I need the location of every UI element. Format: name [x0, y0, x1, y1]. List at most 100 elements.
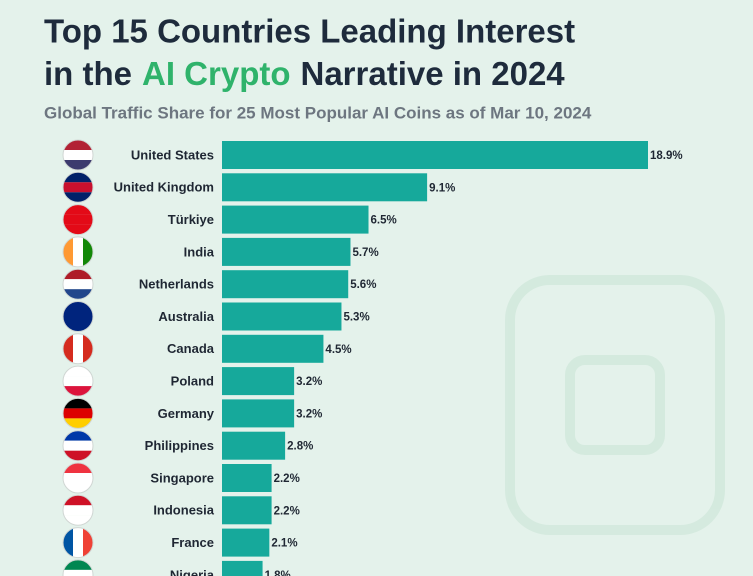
- flag-stripe: [73, 527, 83, 558]
- flag-stripe: [63, 214, 93, 225]
- flag-outline: [62, 397, 94, 429]
- flag-outline: [62, 559, 94, 576]
- flag-stripe: [63, 418, 93, 429]
- flag-stripe: [83, 527, 93, 558]
- bar: [222, 496, 272, 525]
- subtitle: Global Traffic Share for 25 Most Popular…: [44, 103, 592, 122]
- title-part: Narrative in 2024: [301, 55, 566, 92]
- title-part: in the: [44, 55, 132, 92]
- category-label: Poland: [171, 374, 214, 389]
- chart-title: Top 15 Countries Leading Interest: [44, 13, 575, 50]
- flag-outline: [62, 301, 94, 332]
- flag-outline: [62, 527, 94, 559]
- flag-stripe: [83, 236, 93, 267]
- category-label: Singapore: [150, 470, 214, 485]
- flag-stripe: [63, 160, 93, 170]
- flag-stripe: [63, 204, 93, 215]
- value-label: 18.9%: [650, 150, 683, 162]
- flag-outline: [62, 462, 94, 494]
- category-label: Türkiye: [168, 212, 214, 227]
- value-label: 5.6%: [350, 279, 376, 291]
- flag-stripe: [63, 289, 93, 300]
- bar: [222, 334, 324, 363]
- flag-stripe: [63, 269, 93, 280]
- flag-stripe: [63, 386, 93, 397]
- category-label: Canada: [167, 341, 215, 356]
- flag-stripe: [63, 301, 93, 312]
- flag-stripe: [63, 279, 93, 290]
- flag-stripe: [63, 333, 73, 364]
- category-label: France: [171, 535, 214, 550]
- value-label: 5.3%: [343, 312, 369, 324]
- value-label: 2.1%: [271, 538, 297, 550]
- bar: [222, 205, 369, 234]
- category-label: Netherlands: [139, 277, 214, 292]
- flag-stripe: [63, 224, 93, 235]
- value-label: 6.5%: [371, 215, 397, 227]
- flag-stripe: [63, 408, 93, 419]
- value-label: 5.7%: [352, 247, 378, 259]
- flag-stripe: [63, 321, 93, 332]
- flag-outline: [62, 171, 94, 203]
- flag-stripe: [63, 463, 93, 473]
- category-label: Australia: [158, 309, 214, 324]
- bar: [222, 399, 295, 428]
- flag-stripe: [63, 311, 93, 322]
- category-label: United Kingdom: [114, 180, 214, 195]
- flag-stripe: [63, 450, 93, 461]
- flag-stripe: [63, 140, 93, 150]
- bar: [222, 464, 272, 492]
- flag-outline: [62, 204, 94, 236]
- chart-title-line2: in the AI Crypto Narrative in 2024: [44, 55, 565, 92]
- flag-stripe: [63, 172, 93, 183]
- bar: [222, 270, 349, 299]
- flag-stripe: [63, 192, 93, 203]
- value-label: 2.2%: [274, 505, 300, 517]
- flag-outline: [62, 430, 94, 462]
- flag-stripe: [63, 515, 93, 526]
- flag-stripe: [63, 376, 93, 387]
- value-label: 2.2%: [274, 473, 300, 485]
- bar: [222, 528, 270, 557]
- bar: [222, 367, 295, 396]
- flag-stripe: [73, 236, 83, 267]
- decor: [505, 275, 725, 535]
- bar: [222, 237, 351, 266]
- value-label: 3.2%: [296, 376, 322, 388]
- flag-stripe: [63, 366, 93, 377]
- flag-stripe: [63, 236, 73, 267]
- flag-stripe: [63, 150, 93, 160]
- flag-stripe: [63, 182, 93, 193]
- flag-outline: [62, 494, 94, 526]
- value-label: 4.5%: [325, 344, 351, 356]
- category-label: United States: [131, 147, 214, 162]
- flag-outline: [62, 268, 94, 300]
- bar: [222, 302, 342, 331]
- flag-stripe: [63, 559, 93, 570]
- flag-stripe: [83, 333, 93, 364]
- flag-outline: [62, 236, 94, 268]
- value-label: 9.1%: [429, 182, 455, 194]
- flag-stripe: [63, 483, 93, 493]
- flag-stripe: [63, 473, 93, 483]
- category-label: Germany: [158, 406, 215, 421]
- bar: [222, 431, 286, 460]
- title-highlight: AI Crypto: [142, 55, 291, 92]
- bar: [222, 173, 428, 202]
- flag-outline: [62, 333, 94, 365]
- flag-stripe: [63, 569, 93, 576]
- flag-stripe: [63, 505, 93, 516]
- flag-stripe: [63, 440, 93, 451]
- value-label: 1.8%: [265, 570, 291, 576]
- flag-stripe: [73, 333, 83, 364]
- flag-stripe: [63, 430, 93, 441]
- flag-outline: [62, 365, 94, 397]
- flag-stripe: [63, 495, 93, 506]
- flag-outline: [62, 139, 94, 171]
- value-label: 3.2%: [296, 408, 322, 420]
- value-label: 2.8%: [287, 441, 313, 453]
- flag-stripe: [63, 398, 93, 409]
- bar: [222, 560, 263, 576]
- bar: [222, 141, 648, 169]
